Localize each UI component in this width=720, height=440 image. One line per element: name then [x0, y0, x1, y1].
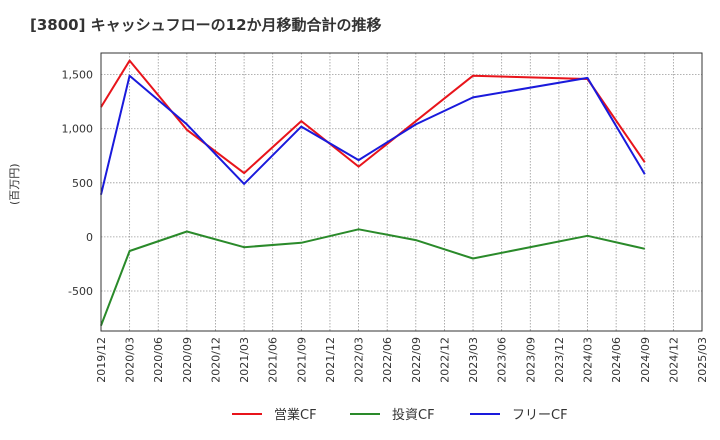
x-tick-label: 2022/06 [381, 337, 394, 383]
grid [101, 53, 702, 331]
x-tick-label: 2023/09 [524, 337, 537, 383]
x-tick-label: 2020/06 [152, 337, 165, 383]
y-tick-label: 0 [86, 231, 93, 244]
x-tick-label: 2024/06 [610, 337, 623, 383]
legend: 営業CF 投資CF フリーCF [232, 407, 568, 423]
x-tick-label: 2024/12 [667, 337, 680, 383]
chart-title: [3800] キャッシュフローの12か月移動合計の推移 [30, 16, 382, 34]
x-tick-label: 2025/03 [696, 337, 709, 383]
x-axis-ticks: 2019/12 2020/03 2020/06 2020/09 2020/12 2021/… [95, 337, 709, 383]
x-tick-label: 2022/09 [410, 337, 423, 383]
x-tick-label: 2024/03 [582, 337, 595, 383]
x-tick-label: 2021/03 [238, 337, 251, 383]
x-tick-label: 2020/03 [124, 337, 137, 383]
x-tick-label: 2019/12 [95, 337, 108, 383]
legend-label: 営業CF [274, 407, 317, 423]
plot-frame [100, 52, 703, 332]
x-tick-label: 2021/06 [267, 337, 280, 383]
x-tick-label: 2021/12 [324, 337, 337, 383]
x-tick-label: 2020/09 [181, 337, 194, 383]
x-tick-label: 2024/09 [639, 337, 652, 383]
legend-label: フリーCF [512, 408, 568, 423]
series-line-営業CF [100, 59, 646, 175]
x-tick-label: 2023/12 [553, 337, 566, 383]
series-line-フリーCF [100, 74, 646, 195]
y-tick-label: 500 [72, 177, 93, 190]
x-tick-label: 2022/12 [438, 337, 451, 383]
series-lines [100, 59, 646, 326]
x-tick-label: 2022/03 [353, 337, 366, 383]
x-tick-label: 2023/06 [496, 337, 509, 383]
y-tick-label: -500 [68, 285, 93, 298]
y-tick-label: 1,000 [62, 123, 94, 136]
series-line-投資CF [100, 228, 646, 326]
x-tick-label: 2023/03 [467, 337, 480, 383]
y-axis-ticks: -500 0 500 1,000 1,500 [62, 69, 94, 298]
y-tick-label: 1,500 [62, 69, 94, 82]
x-tick-label: 2021/09 [295, 337, 308, 383]
x-tick-label: 2020/12 [209, 337, 222, 383]
legend-label: 投資CF [392, 407, 435, 423]
